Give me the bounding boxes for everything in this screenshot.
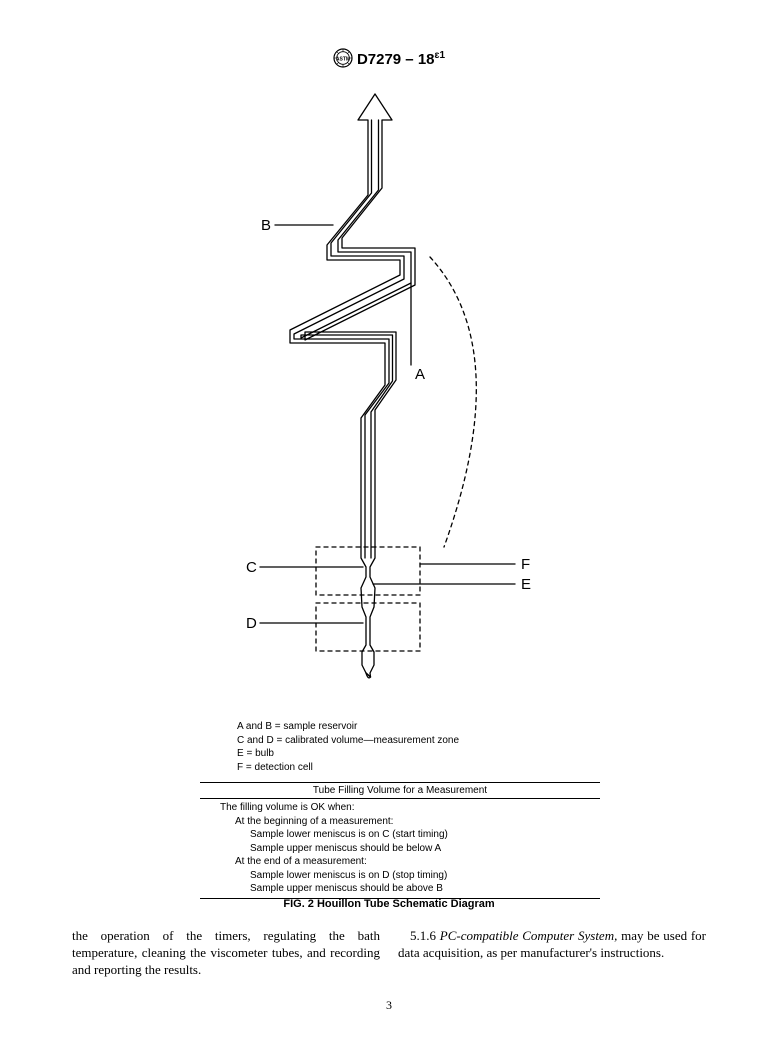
left-column: the operation of the timers, regulating …: [72, 928, 380, 979]
body-columns: the operation of the timers, regulating …: [72, 928, 706, 979]
section-number: 5.1.6: [410, 928, 440, 943]
page-header: ASTM D7279 – 18ɛ1: [0, 48, 778, 72]
label-E: E: [521, 576, 531, 593]
label-D: D: [246, 615, 257, 632]
legend-line: F = detection cell: [237, 761, 557, 775]
tube-filling-table: Tube Filling Volume for a Measurement Th…: [200, 782, 600, 899]
table-row: The filling volume is OK when:: [220, 801, 600, 815]
table-row: At the end of a measurement:: [220, 855, 600, 869]
label-A: A: [415, 366, 425, 383]
figure-caption: FIG. 2 Houillon Tube Schematic Diagram: [0, 898, 778, 910]
astm-logo-icon: ASTM: [333, 48, 353, 72]
section-title: PC-compatible Computer System,: [440, 928, 618, 943]
right-column: 5.1.6 PC-compatible Computer System, may…: [398, 928, 706, 979]
houillon-tube-diagram: A B C D E F: [215, 80, 575, 710]
svg-text:ASTM: ASTM: [336, 57, 350, 63]
table-title: Tube Filling Volume for a Measurement: [200, 783, 600, 798]
body-text: the operation of the timers, regulating …: [72, 928, 380, 977]
table-row: Sample lower meniscus is on D (stop timi…: [220, 869, 600, 883]
legend-line: C and D = calibrated volume—measurement …: [237, 734, 557, 748]
legend-line: A and B = sample reservoir: [237, 720, 557, 734]
table-row: Sample upper meniscus should be above B: [220, 882, 600, 896]
legend-line: E = bulb: [237, 747, 557, 761]
label-B: B: [261, 217, 271, 234]
standard-number: D7279 – 18: [357, 51, 435, 68]
label-F: F: [521, 556, 530, 573]
table-row: At the beginning of a measurement:: [220, 815, 600, 829]
page-number: 3: [0, 998, 778, 1013]
epsilon-superscript: ɛ1: [435, 50, 446, 61]
label-C: C: [246, 559, 257, 576]
diagram-legend: A and B = sample reservoir C and D = cal…: [237, 720, 557, 774]
table-row: Sample lower meniscus is on C (start tim…: [220, 828, 600, 842]
table-row: Sample upper meniscus should be below A: [220, 842, 600, 856]
